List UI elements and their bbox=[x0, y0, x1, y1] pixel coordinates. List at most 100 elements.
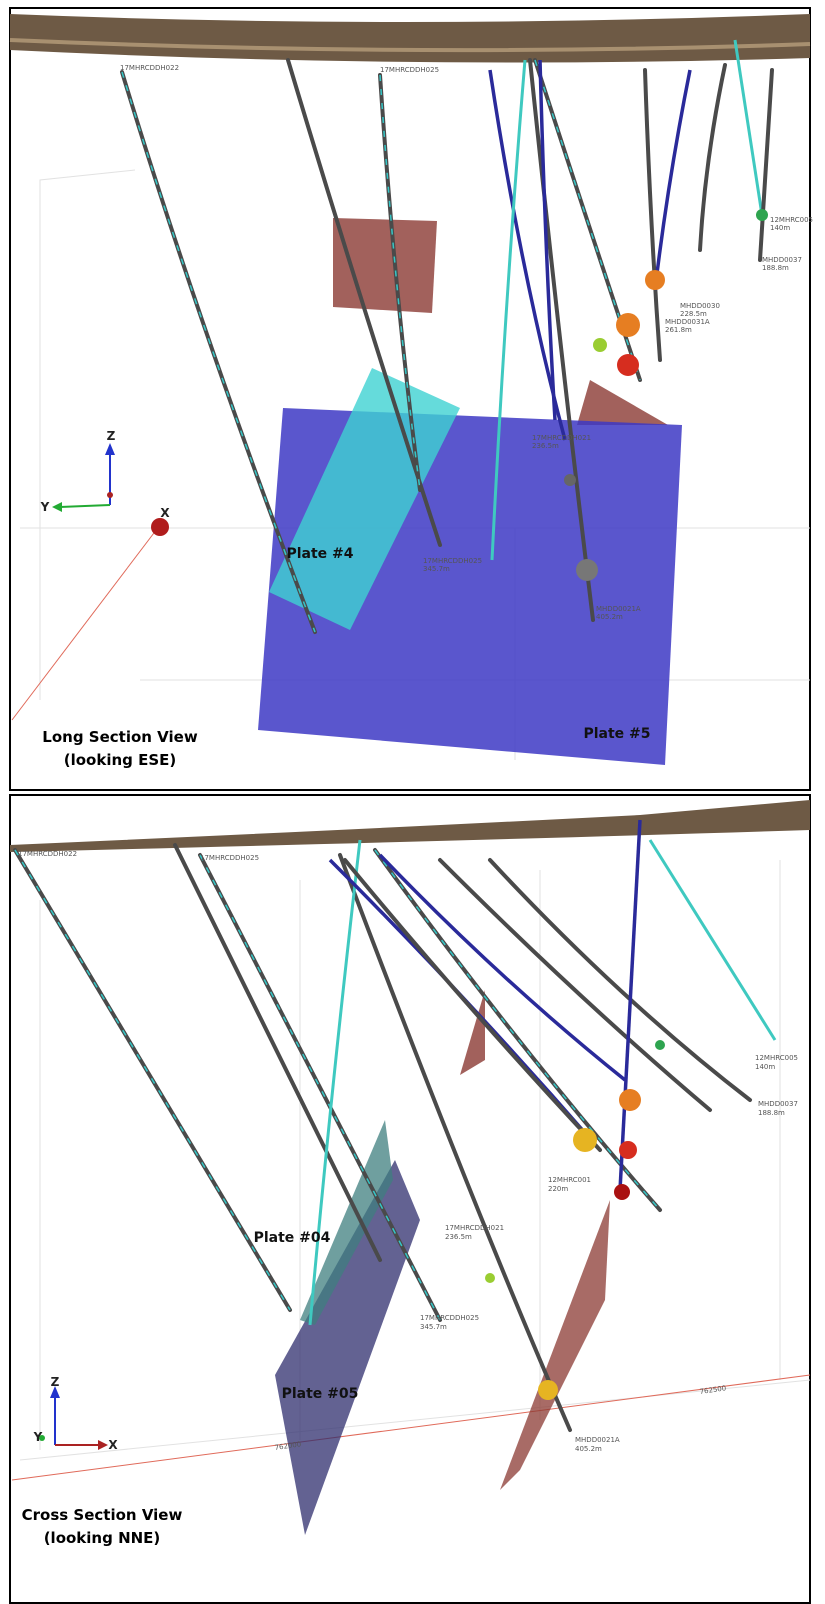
drillhole bbox=[173, 843, 382, 1262]
drillhole bbox=[438, 858, 712, 1112]
hole-label: MHDD0021A bbox=[596, 605, 641, 613]
drillhole bbox=[338, 853, 572, 1432]
drillhole bbox=[98, 1440, 108, 1450]
axis-triad bbox=[39, 1386, 108, 1450]
hole-label: 12MHRC005 bbox=[770, 216, 813, 224]
hole-label: 12MHRC005 bbox=[755, 1054, 798, 1062]
drillhole bbox=[698, 63, 727, 252]
axis-triad bbox=[52, 443, 115, 512]
long-section-panel: Z Y X 17MHRCDDH022 17MHRCDDH025 12MHRC00… bbox=[9, 7, 813, 791]
plate-04-shape bbox=[300, 1120, 393, 1325]
drillholes bbox=[120, 39, 774, 634]
markers bbox=[485, 1040, 665, 1400]
hole-label: 17MHRCDDH021 bbox=[532, 434, 591, 442]
marker bbox=[485, 1273, 495, 1283]
drillhole bbox=[121, 71, 316, 633]
hole-depth: 188.8m bbox=[758, 1109, 785, 1117]
marker bbox=[593, 338, 607, 352]
grid-lines bbox=[19, 860, 811, 1461]
cross-section-panel: Z Y X 762500 762000 17MHRCDDH022 17MHRCD… bbox=[9, 794, 811, 1604]
view-title: Long Section View bbox=[42, 728, 198, 746]
hole-depth: 345.7m bbox=[420, 1323, 447, 1331]
hole-label: 17MHRCDDH021 bbox=[445, 1224, 504, 1232]
drillhole bbox=[643, 68, 662, 362]
drillhole bbox=[538, 59, 557, 421]
drillhole bbox=[199, 854, 441, 1321]
hole-label: MHDD0021A bbox=[575, 1436, 620, 1444]
markers bbox=[151, 209, 768, 581]
hole-label: 17MHRCDDH025 bbox=[420, 1314, 479, 1322]
drillhole bbox=[52, 502, 62, 512]
drillhole bbox=[379, 74, 421, 491]
hole-depth: 236.5m bbox=[445, 1233, 472, 1241]
drillhole bbox=[378, 853, 627, 1082]
coordinate-label: 762000 bbox=[274, 1440, 302, 1452]
hole-label: MHDD0030 bbox=[680, 302, 720, 310]
marker bbox=[617, 354, 639, 376]
marker bbox=[645, 270, 665, 290]
drillholes bbox=[13, 819, 777, 1432]
marker bbox=[655, 1040, 665, 1050]
drillhole bbox=[490, 59, 527, 561]
axis-label: Z bbox=[51, 1375, 60, 1389]
drillhole bbox=[648, 839, 777, 1041]
axis-label: X bbox=[108, 1438, 118, 1452]
marker bbox=[756, 209, 768, 221]
drillhole bbox=[618, 819, 642, 1191]
marker bbox=[616, 313, 640, 337]
hole-label: 17MHRCDDH025 bbox=[380, 66, 439, 74]
marker bbox=[151, 518, 169, 536]
hole-label: 17MHRCDDH025 bbox=[423, 557, 482, 565]
drillhole bbox=[308, 839, 362, 1326]
hole-depth: 228.5m bbox=[680, 310, 707, 318]
view-subtitle: (looking ESE) bbox=[64, 751, 177, 769]
plate-label: Plate #04 bbox=[254, 1230, 331, 1246]
hole-label: 12MHRC001 bbox=[548, 1176, 591, 1184]
hole-depth: 188.8m bbox=[762, 264, 789, 272]
marker bbox=[39, 1435, 45, 1441]
drillhole bbox=[105, 443, 115, 455]
marker bbox=[573, 1128, 597, 1152]
plate-label: Plate #05 bbox=[282, 1386, 359, 1402]
hole-label: MHDD0037 bbox=[762, 256, 802, 264]
hole-label: MHDD0037 bbox=[758, 1100, 798, 1108]
hole-label: 17MHRCDDH022 bbox=[18, 850, 77, 858]
drillhole bbox=[488, 858, 752, 1102]
hole-depth: 345.7m bbox=[423, 565, 450, 573]
marker bbox=[538, 1380, 558, 1400]
terrain-highlight bbox=[9, 38, 811, 53]
hole-depth: 236.5m bbox=[532, 442, 559, 450]
drillhole bbox=[374, 849, 661, 1211]
marker bbox=[564, 474, 576, 486]
drillhole bbox=[733, 39, 764, 216]
hole-depth: 405.2m bbox=[575, 1445, 602, 1453]
view-title: Cross Section View bbox=[22, 1506, 183, 1524]
plate-label: Plate #5 bbox=[583, 726, 650, 742]
drillhole bbox=[50, 1386, 60, 1398]
axis-label: Z bbox=[107, 429, 116, 443]
coordinate-label: 762500 bbox=[699, 1384, 727, 1396]
hole-label: MHDD0031A bbox=[665, 318, 710, 326]
axis-line bbox=[11, 524, 161, 721]
axis-label: X bbox=[160, 506, 170, 520]
hole-depth: 261.8m bbox=[665, 326, 692, 334]
axis-label: Y bbox=[33, 1430, 43, 1444]
drillhole bbox=[534, 59, 641, 381]
plate-shape bbox=[333, 218, 437, 313]
drillhole bbox=[14, 849, 291, 1311]
drillhole bbox=[59, 504, 111, 508]
hole-depth: 220m bbox=[548, 1185, 568, 1193]
marker bbox=[107, 492, 113, 498]
hole-label: 17MHRCDDH022 bbox=[120, 64, 179, 72]
marker bbox=[619, 1089, 641, 1111]
view-subtitle: (looking NNE) bbox=[44, 1529, 161, 1547]
drillhole bbox=[528, 58, 595, 622]
axis-line bbox=[11, 1374, 811, 1481]
hole-depth: 405.2m bbox=[596, 613, 623, 621]
plate-label: Plate #4 bbox=[286, 546, 353, 562]
hole-depth: 140m bbox=[770, 224, 790, 232]
plate-shape bbox=[500, 1200, 610, 1490]
marker bbox=[614, 1184, 630, 1200]
plate-shape bbox=[460, 990, 485, 1075]
